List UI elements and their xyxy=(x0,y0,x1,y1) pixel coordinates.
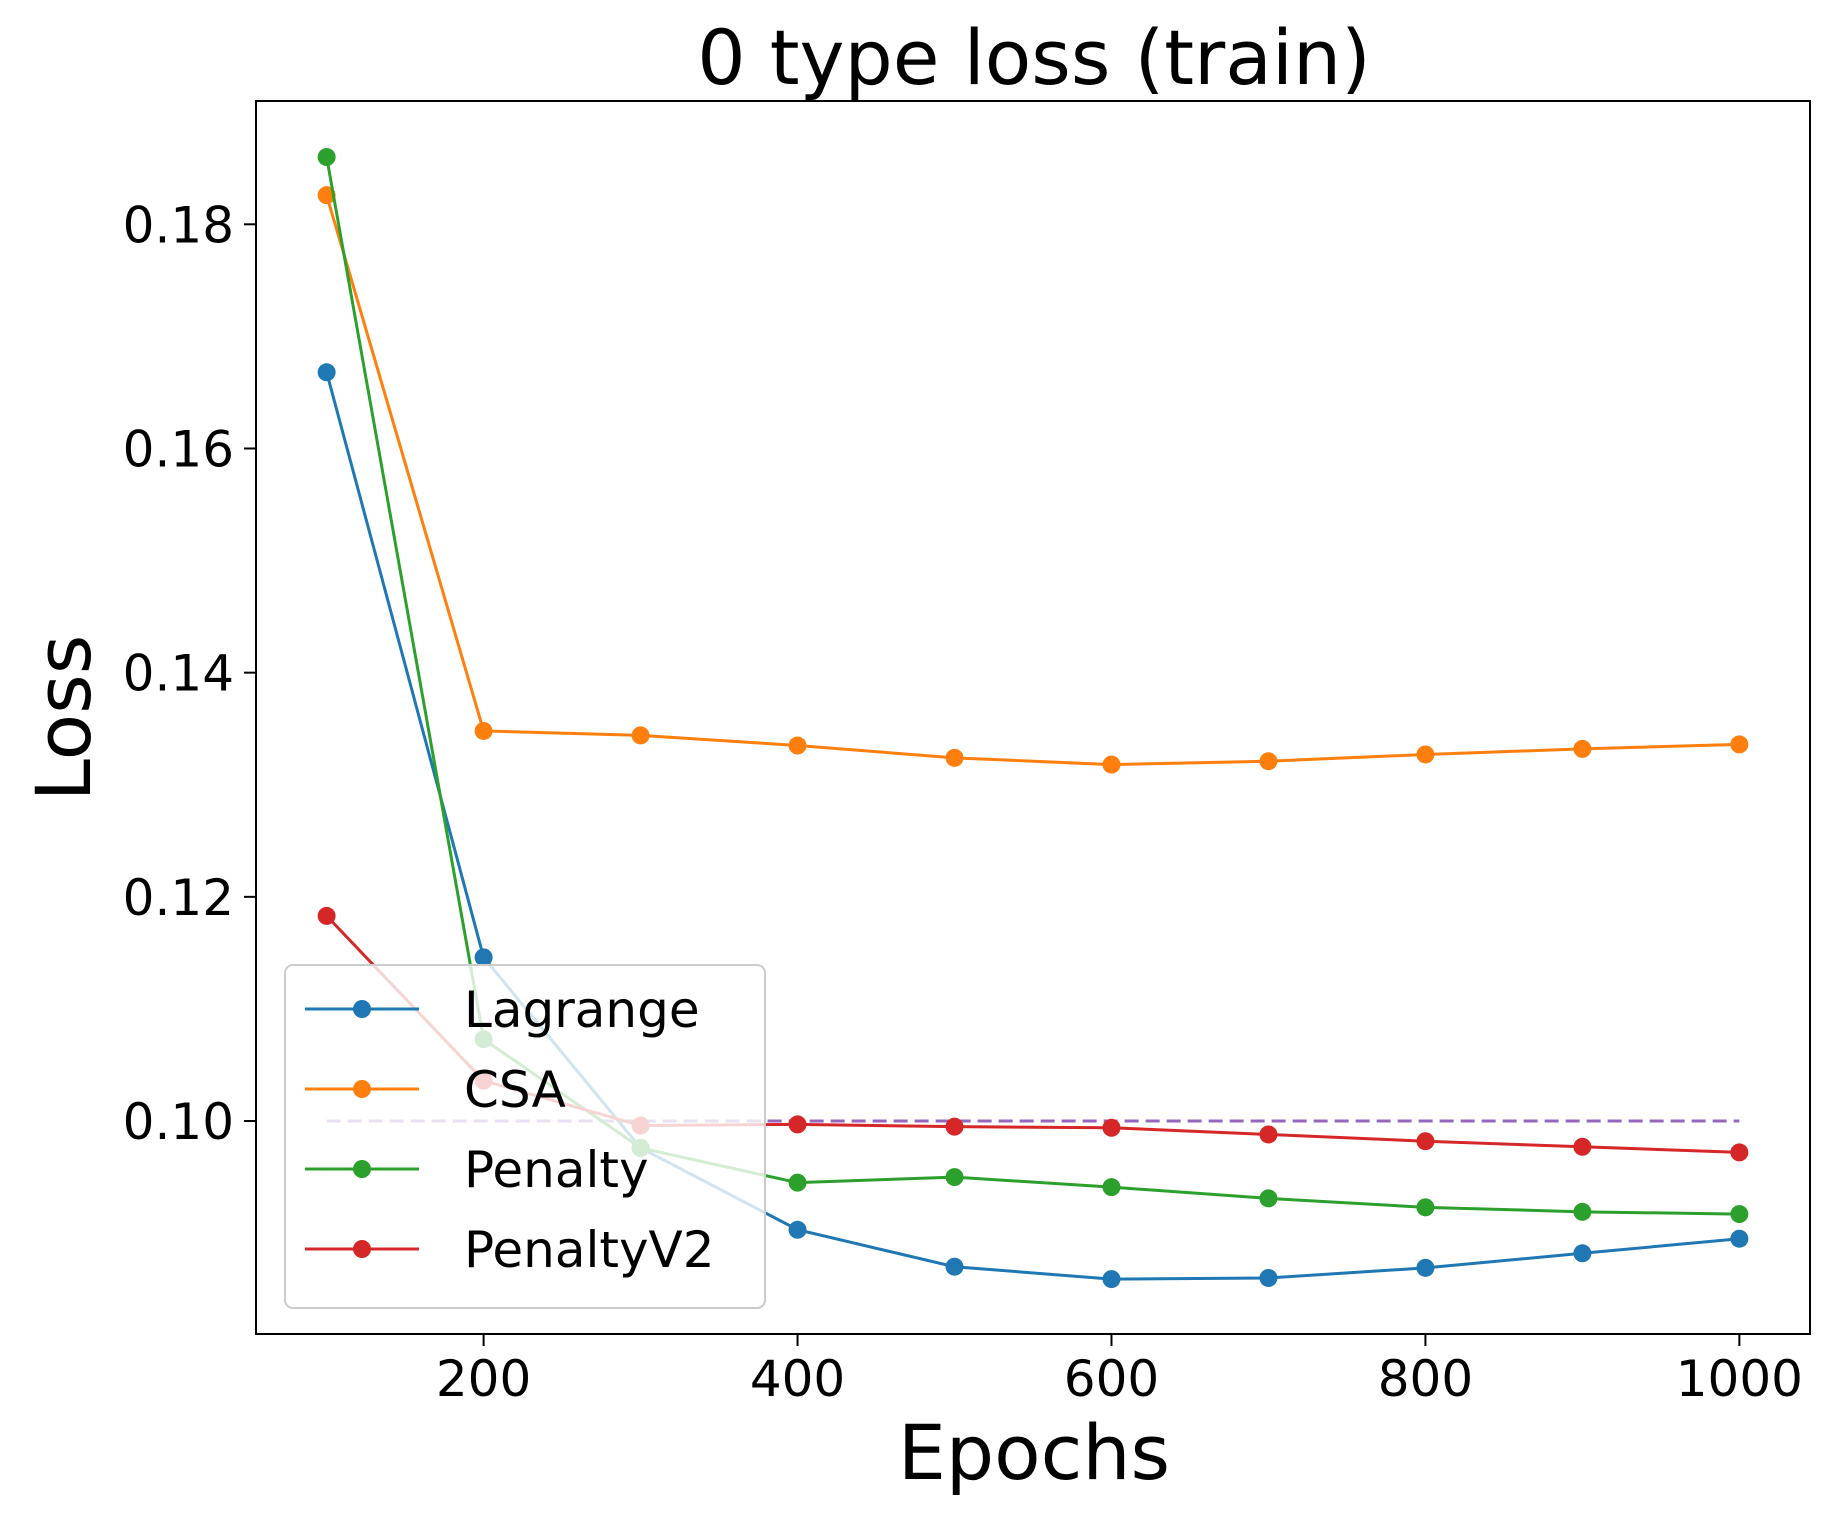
y-tick-label: 0.14 xyxy=(123,645,234,703)
x-tick-label: 1000 xyxy=(1676,1350,1803,1408)
x-tick-label: 200 xyxy=(436,1350,531,1408)
y-tick-label: 0.18 xyxy=(123,196,234,254)
data-point xyxy=(474,721,493,740)
data-point xyxy=(1259,1189,1278,1208)
data-point xyxy=(1416,745,1435,764)
data-point xyxy=(631,726,650,745)
y-tick-label: 0.10 xyxy=(123,1093,234,1151)
data-point xyxy=(317,363,336,382)
legend-marker xyxy=(353,1240,371,1258)
data-point xyxy=(788,1173,807,1192)
data-point xyxy=(1102,1270,1121,1289)
data-point xyxy=(1416,1198,1435,1217)
data-point xyxy=(317,906,336,925)
legend-label: CSA xyxy=(464,1061,566,1119)
series-csa xyxy=(317,186,1749,774)
y-tick-label: 0.16 xyxy=(123,420,234,478)
data-point xyxy=(1102,755,1121,774)
data-point xyxy=(1416,1132,1435,1151)
x-axis-label: Epochs xyxy=(898,1408,1170,1497)
y-tick-label: 0.12 xyxy=(123,869,234,927)
data-point xyxy=(1573,739,1592,758)
axes-frame xyxy=(255,100,1811,1335)
data-point xyxy=(1730,1229,1749,1248)
legend-marker xyxy=(353,1160,371,1178)
data-point xyxy=(1573,1137,1592,1156)
data-point xyxy=(1102,1118,1121,1137)
data-point xyxy=(1730,1143,1749,1162)
data-point xyxy=(1259,1268,1278,1287)
legend-marker xyxy=(353,1000,371,1018)
data-point xyxy=(1259,1125,1278,1144)
data-point xyxy=(788,736,807,755)
data-point xyxy=(945,1117,964,1136)
data-point xyxy=(474,948,493,967)
legend-label: Penalty xyxy=(464,1141,649,1199)
data-point xyxy=(1416,1258,1435,1277)
legend-box xyxy=(284,964,766,1309)
y-axis: 0.10 0.12 0.14 0.16 0.18 xyxy=(123,196,256,1151)
data-point xyxy=(1573,1202,1592,1221)
legend-marker xyxy=(353,1080,371,1098)
data-point xyxy=(945,1257,964,1276)
data-point xyxy=(788,1220,807,1239)
data-point xyxy=(1730,1205,1749,1224)
x-tick-label: 400 xyxy=(750,1350,845,1408)
data-point xyxy=(945,748,964,767)
chart-title: 0 type loss (train) xyxy=(697,13,1371,102)
legend-label: Lagrange xyxy=(464,981,700,1039)
series-line xyxy=(325,194,1740,767)
x-axis: 200 400 600 800 1000 xyxy=(436,1334,1803,1408)
data-point xyxy=(317,148,336,167)
legend-label: PenaltyV2 xyxy=(464,1221,715,1279)
data-point xyxy=(1259,752,1278,771)
data-point xyxy=(945,1168,964,1187)
legend: Lagrange CSA Penalty PenaltyV2 xyxy=(284,964,766,1309)
data-point xyxy=(1573,1244,1592,1263)
x-tick-label: 800 xyxy=(1378,1350,1473,1408)
data-point xyxy=(788,1115,807,1134)
x-tick-label: 600 xyxy=(1064,1350,1159,1408)
data-point xyxy=(1102,1178,1121,1197)
y-axis-label: Loss xyxy=(19,635,108,802)
data-point xyxy=(1730,735,1749,754)
